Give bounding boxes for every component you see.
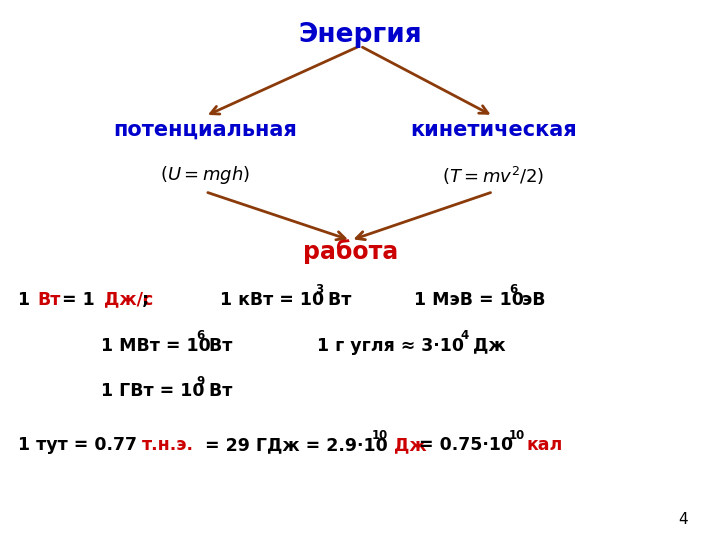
Text: 6: 6 (197, 329, 204, 342)
Text: 10: 10 (508, 429, 525, 442)
Text: 3: 3 (315, 284, 323, 296)
Text: 1 г угля ≈ 3·10: 1 г угля ≈ 3·10 (317, 336, 464, 355)
Text: 6: 6 (510, 284, 518, 296)
Text: ;: ; (142, 291, 149, 309)
Text: Вт: Вт (203, 336, 232, 355)
Text: т.н.э.: т.н.э. (142, 436, 194, 455)
Text: 1 тут = 0.77: 1 тут = 0.77 (18, 436, 143, 455)
Text: 1 ГВт = 10: 1 ГВт = 10 (101, 382, 204, 401)
Text: Дж/с: Дж/с (104, 291, 153, 309)
Text: Дж: Дж (394, 436, 426, 455)
Text: Вт: Вт (322, 291, 351, 309)
Text: 4: 4 (460, 329, 468, 342)
Text: эВ: эВ (516, 291, 546, 309)
Text: 1 кВт = 10: 1 кВт = 10 (220, 291, 324, 309)
Text: Энергия: Энергия (298, 22, 422, 48)
Text: кинетическая: кинетическая (410, 119, 577, 140)
Text: 1 МВт = 10: 1 МВт = 10 (101, 336, 210, 355)
Text: 4: 4 (678, 511, 688, 526)
Text: Вт: Вт (203, 382, 232, 401)
Text: = 1: = 1 (56, 291, 101, 309)
Text: Дж: Дж (467, 336, 505, 355)
Text: Вт: Вт (37, 291, 60, 309)
Text: = 29 ГДж = 2.9·10: = 29 ГДж = 2.9·10 (199, 436, 388, 455)
Text: работа: работа (303, 239, 398, 264)
Text: потенциальная: потенциальная (113, 119, 297, 140)
Text: 1 МэВ = 10: 1 МэВ = 10 (414, 291, 524, 309)
Text: = 0.75·10: = 0.75·10 (413, 436, 513, 455)
Text: 9: 9 (197, 375, 204, 388)
Text: ($\mathit{U} = \mathit{mgh}$): ($\mathit{U} = \mathit{mgh}$) (160, 165, 251, 186)
Text: 10: 10 (372, 429, 387, 442)
Text: кал: кал (526, 436, 562, 455)
Text: ($\mathit{T} = \mathit{mv}^2\mathit{/2}$): ($\mathit{T} = \mathit{mv}^2\mathit{/2}$… (442, 165, 544, 186)
Text: 1: 1 (18, 291, 36, 309)
